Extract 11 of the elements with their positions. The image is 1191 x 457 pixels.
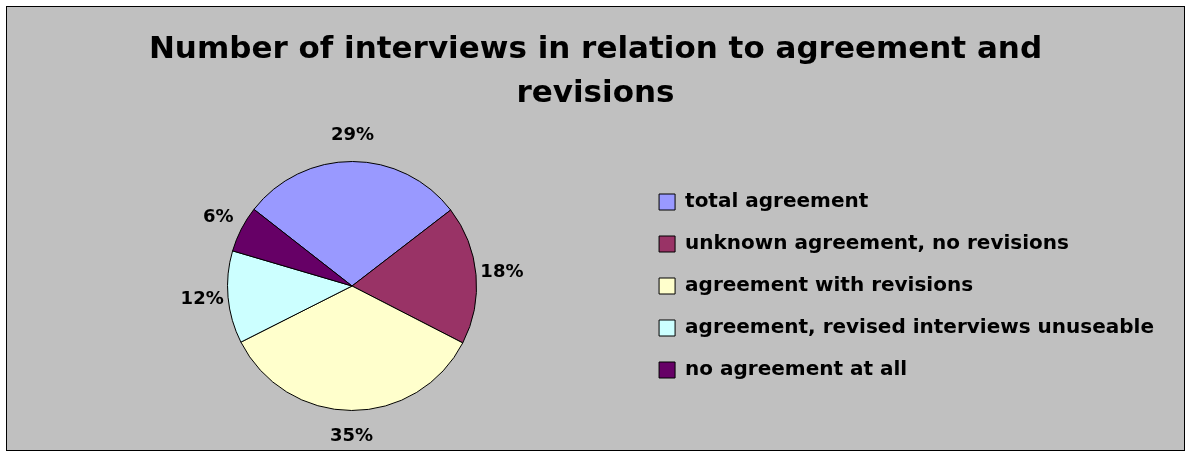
data-label: 35% xyxy=(329,424,374,446)
legend-label: agreement, revised interviews unuseable xyxy=(685,314,1154,339)
data-label: 29% xyxy=(331,123,375,145)
legend-label: agreement with revisions xyxy=(685,272,974,297)
legend-label: unknown agreement, no revisions xyxy=(685,230,1069,255)
chart-title: Number of interviews in relation to agreement and revisions xyxy=(147,28,1044,111)
legend-label: total agreement xyxy=(685,188,869,213)
data-label: 18% xyxy=(480,260,524,282)
data-label: 6% xyxy=(202,204,234,226)
data-label: 12% xyxy=(180,287,224,309)
legend-label: no agreement at all xyxy=(685,356,908,381)
